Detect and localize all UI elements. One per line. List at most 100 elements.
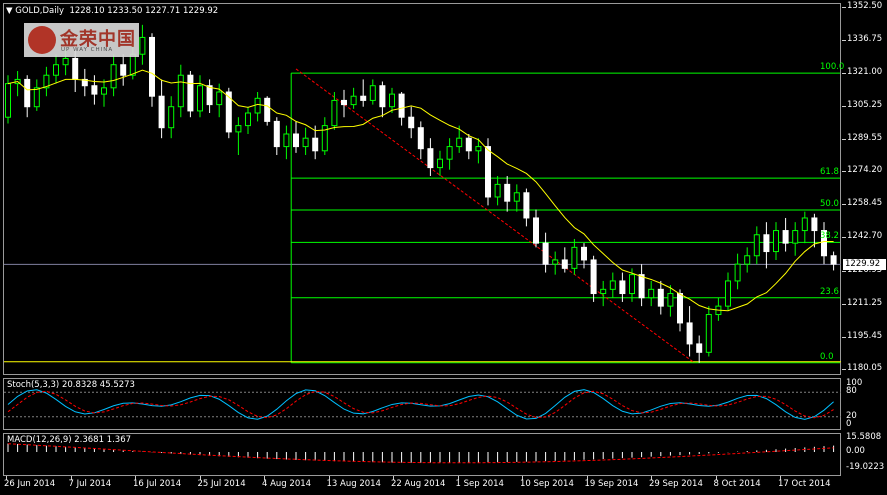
price-tick-label: 1258.45 — [847, 198, 883, 209]
candle-body — [360, 95, 367, 101]
stoch-label: Stoch(5,3,3) 20.8328 45.5273 — [7, 380, 135, 390]
symbol-header: ▼ GOLD,Daily 1228.10 1233.50 1227.71 122… — [6, 6, 218, 16]
ohlc-values: 1228.10 1233.50 1227.71 1229.92 — [69, 6, 219, 16]
price-tick-label: 1195.45 — [847, 330, 883, 341]
candle-body — [753, 234, 760, 257]
price-tick — [842, 73, 846, 75]
macd-panel[interactable] — [3, 433, 841, 476]
candle-body — [216, 91, 223, 106]
logo-subtitle: UP WAY CHINA — [61, 47, 114, 53]
candle-body — [408, 116, 415, 129]
candle-body — [168, 106, 175, 129]
macd-axis-label: 15.5808 — [846, 432, 882, 442]
candle-body — [5, 83, 11, 118]
candle-body — [677, 293, 683, 324]
date-tick-label: 16 Jul 2014 — [133, 479, 182, 489]
price-tick-label: 1289.55 — [847, 133, 883, 144]
candle-body — [552, 259, 559, 265]
date-tick — [393, 476, 394, 480]
candle-body — [417, 127, 424, 150]
candle-body — [379, 85, 386, 108]
price-tick-label: 1242.70 — [847, 231, 883, 242]
main-price-panel[interactable] — [3, 3, 841, 375]
candle-body — [773, 230, 779, 253]
candle-body — [571, 246, 578, 269]
candle-body — [734, 263, 741, 282]
candle-body — [62, 57, 69, 66]
candle-body — [657, 288, 664, 307]
candle-body — [302, 137, 309, 148]
candle-body — [158, 95, 165, 129]
candle-body — [475, 146, 482, 152]
stoch-axis-label: 20 — [846, 410, 857, 421]
macd-signal-line — [7, 443, 834, 464]
date-tick-label: 1 Sep 2014 — [455, 479, 504, 489]
candle-body — [177, 74, 184, 108]
price-tick — [842, 237, 846, 239]
stoch-main-line — [7, 389, 834, 420]
fibo-level-label: 23.6 — [820, 286, 839, 297]
current-price-badge: 1229.92 — [843, 259, 886, 271]
price-tick-label: 1336.75 — [847, 34, 883, 45]
date-tick — [328, 476, 330, 480]
date-tick — [586, 476, 588, 480]
candle-body — [283, 133, 290, 148]
candle-body — [513, 192, 520, 202]
candle-body — [609, 280, 616, 290]
candle-body — [561, 259, 568, 269]
candle-body — [494, 183, 501, 198]
date-tick-label: 19 Sep 2014 — [584, 479, 639, 489]
symbol-label: GOLD,Daily — [15, 6, 65, 16]
candle-body — [504, 183, 511, 202]
candle-body — [744, 255, 751, 265]
candle-body — [686, 322, 693, 345]
candle-body — [139, 36, 146, 55]
candle-body — [821, 230, 827, 257]
candle-body — [542, 242, 549, 265]
price-tick — [842, 7, 846, 8]
watermark-logo: 金荣中国 UP WAY CHINA — [24, 23, 139, 57]
fibo-level-label: 100.0 — [820, 62, 845, 73]
trend-line — [295, 68, 695, 364]
candle-body — [696, 343, 703, 353]
price-axis[interactable]: 1352.50 1336.75 1321.00 1305.25 1289.55 1274.… — [842, 0, 887, 476]
date-tick — [6, 476, 7, 480]
date-tick-label: 13 Aug 2014 — [326, 479, 381, 489]
candle-body — [792, 230, 799, 244]
fibo-level-label: 38.2 — [820, 231, 839, 242]
candle-body — [485, 146, 491, 198]
candle-body — [533, 217, 539, 244]
date-tick — [199, 476, 201, 480]
price-tick-label: 1305.25 — [847, 100, 883, 111]
candle-body — [273, 120, 280, 148]
price-tick-label: 1352.50 — [847, 1, 883, 11]
candle-body — [465, 137, 472, 152]
candle-body — [619, 280, 626, 295]
candle-body — [129, 53, 136, 76]
candle-body — [33, 87, 40, 108]
candle-body — [801, 217, 808, 232]
candle-body — [197, 85, 203, 112]
candle-body — [350, 95, 357, 106]
candle-body — [590, 259, 597, 295]
date-tick-label: 7 Jul 2014 — [68, 479, 112, 489]
candle-body — [120, 64, 127, 76]
price-tick — [842, 270, 846, 272]
candle-body — [446, 146, 453, 160]
date-tick — [70, 476, 72, 480]
candle-body — [91, 85, 98, 95]
dropdown-triangle-icon[interactable]: ▼ — [6, 6, 16, 16]
candle-body — [245, 112, 251, 127]
candle-body — [321, 125, 328, 152]
moving-average-line — [7, 69, 834, 312]
macd-axis-label: -19.0223 — [846, 462, 885, 472]
candle-body — [254, 97, 261, 114]
candle-body — [206, 85, 213, 106]
date-tick — [522, 476, 523, 480]
stoch-axis-label: 100 — [846, 378, 863, 388]
date-axis[interactable]: 26 Jun 2014 7 Jul 2014 16 Jul 2014 25 Jul 2… — [0, 476, 887, 495]
date-tick-label: 17 Oct 2014 — [778, 479, 831, 489]
price-tick — [842, 40, 846, 42]
